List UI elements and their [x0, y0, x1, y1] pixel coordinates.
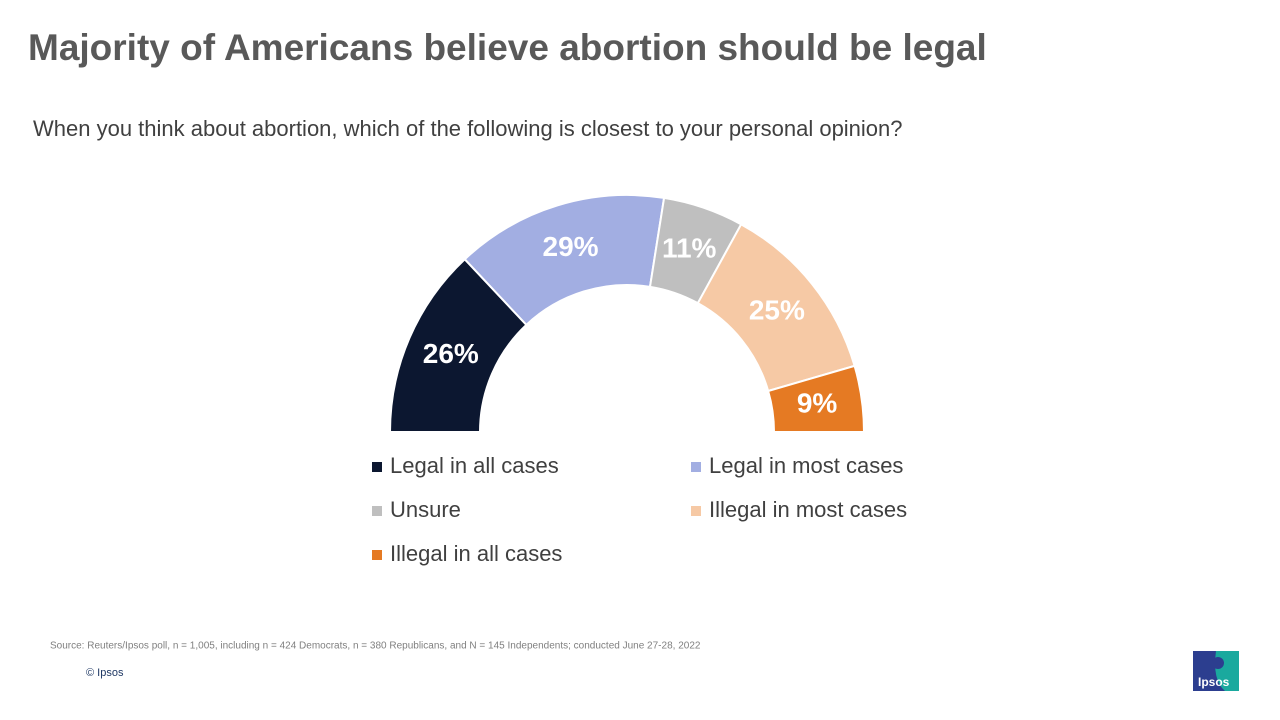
- legend-label: Legal in all cases: [390, 453, 559, 478]
- slice: [766, 364, 866, 433]
- chart-title: Majority of Americans believe abortion s…: [28, 27, 987, 68]
- legend-label: Unsure: [390, 497, 461, 522]
- value-label: 9%: [797, 387, 838, 418]
- chart-subtitle: When you think about abortion, which of …: [33, 116, 903, 141]
- legend-marker: [691, 462, 701, 472]
- legend-label: Legal in most cases: [709, 453, 903, 478]
- legend-label: Illegal in most cases: [709, 497, 907, 522]
- value-label: 29%: [543, 231, 599, 262]
- legend-label: Illegal in all cases: [390, 541, 562, 566]
- legend-marker: [691, 506, 701, 516]
- logo-text: Ipsos: [1198, 675, 1230, 689]
- logo: Ipsos: [1193, 651, 1239, 691]
- legend-marker: [372, 462, 382, 472]
- copyright: © Ipsos: [86, 667, 124, 679]
- legend-marker: [372, 506, 382, 516]
- value-label: 26%: [423, 338, 479, 369]
- legend-marker: [372, 550, 382, 560]
- logo-dot: [1212, 657, 1224, 669]
- value-label: 25%: [749, 294, 805, 325]
- source-note: Source: Reuters/Ipsos poll, n = 1,005, i…: [50, 641, 701, 652]
- value-label: 11%: [662, 233, 717, 264]
